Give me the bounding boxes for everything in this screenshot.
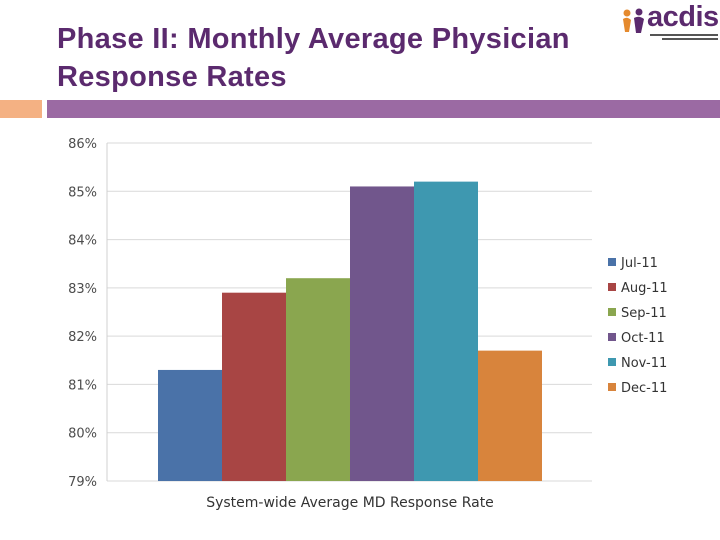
legend-swatch [608,258,616,266]
bar-nov-11 [414,181,478,481]
legend-swatch [608,283,616,291]
y-tick-label: 86% [68,137,97,152]
y-tick-label: 84% [68,234,97,249]
legend-swatch [608,358,616,366]
slide-title: Phase II: Monthly Average Physician Resp… [57,23,570,93]
y-tick-label: 85% [68,185,97,200]
bar-aug-11 [222,292,286,481]
bar-sep-11 [286,278,350,481]
legend-label: Sep-11 [621,306,667,321]
x-axis-label: System-wide Average MD Response Rate [206,495,494,511]
logo-tagline-line [662,38,718,40]
legend-swatch [608,333,616,341]
legend-label: Jul-11 [620,256,658,271]
acdis-logo: acdis [622,1,719,40]
logo-tagline-line [650,34,718,36]
y-tick-label: 80% [68,427,97,442]
legend-swatch [608,383,616,391]
chart-legend: Jul-11 Aug-11 Sep-11 Oct-11 Nov-11 Dec-11 [608,256,668,396]
title-underline-accent [0,100,42,118]
logo-wordmark: acdis [647,1,719,33]
title-underline-bar [47,100,720,118]
bar-oct-11 [350,186,414,481]
legend-label: Aug-11 [621,281,668,296]
y-tick-label: 82% [68,330,97,345]
bar-dec-11 [478,350,542,481]
y-tick-label: 81% [68,378,97,393]
legend-label: Oct-11 [621,331,665,346]
y-tick-label: 83% [68,282,97,297]
legend-label: Nov-11 [621,356,667,371]
chart-bars [158,181,542,481]
bar-jul-11 [158,369,222,481]
people-icon [623,8,644,33]
y-axis-ticks: 79% 80% 81% 82% 83% 84% 85% 86% [68,137,97,490]
legend-swatch [608,308,616,316]
legend-label: Dec-11 [621,381,667,396]
y-tick-label: 79% [68,475,97,490]
